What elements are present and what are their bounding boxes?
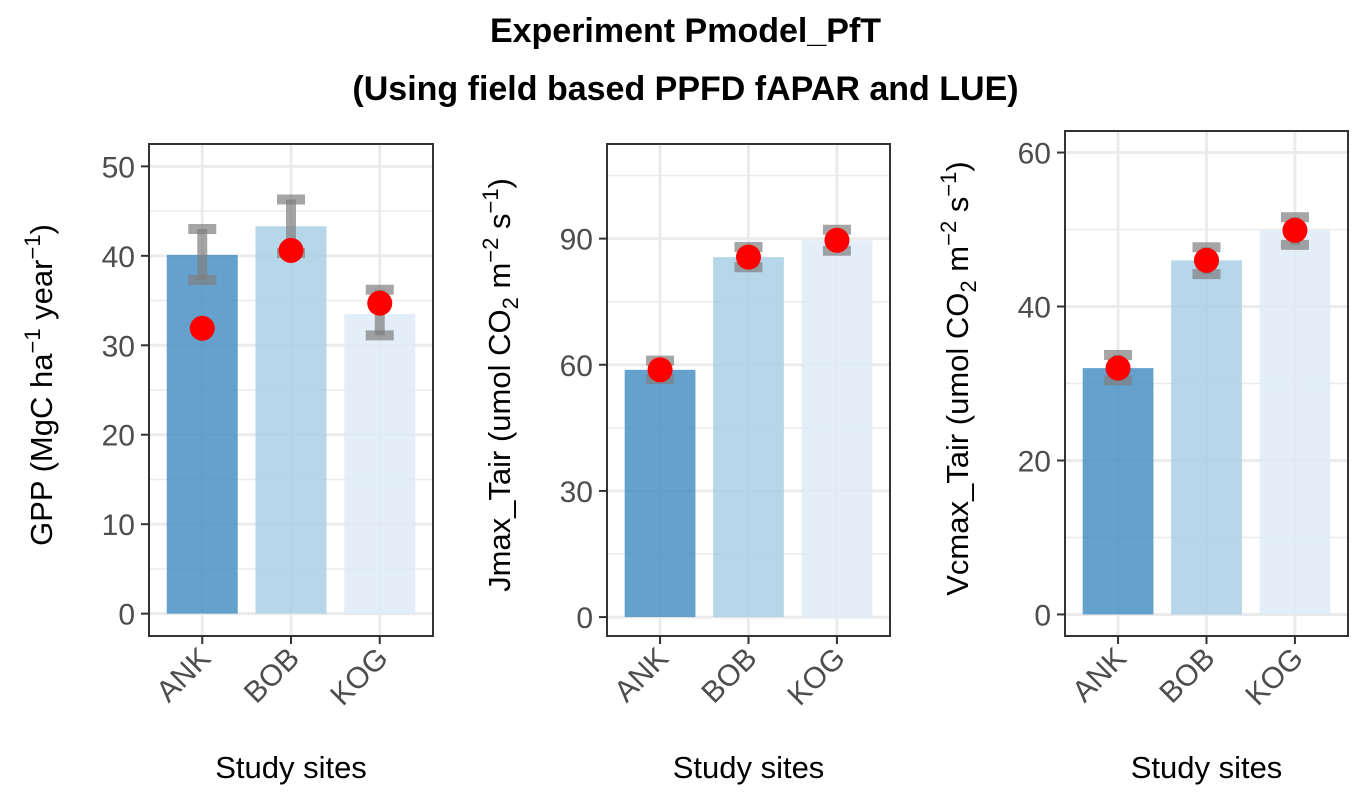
y-tick-label: 30	[102, 330, 135, 363]
y-axis-title-superscript: −2	[478, 238, 503, 263]
y-axis-title-text: s	[940, 197, 975, 221]
x-tick-label-kog: KOG	[1239, 642, 1309, 712]
y-tick-label: 50	[102, 151, 135, 184]
chart-title-line-1: Experiment Pmodel_PfT	[489, 12, 882, 50]
point-ank	[647, 357, 673, 383]
x-tick-label-bob: BOB	[1153, 642, 1221, 710]
y-axis-title-text: year	[24, 260, 59, 329]
bar-ank	[166, 254, 238, 614]
x-tick-label-ank: ANK	[150, 642, 217, 709]
y-axis-title-text: GPP (MgC ha	[24, 353, 59, 546]
y-tick-label: 0	[1034, 599, 1051, 632]
y-axis-title-text: Jmax_Tair (umol CO	[482, 309, 517, 592]
y-axis-title-text: m	[482, 263, 517, 297]
x-tick-label-bob: BOB	[695, 642, 763, 710]
x-axis-title: Study sites	[215, 750, 367, 785]
point-kog	[1282, 217, 1308, 243]
y-tick-label: 20	[102, 420, 135, 453]
bar-kog	[1259, 230, 1331, 615]
y-axis-title-text: s	[482, 214, 517, 238]
y-tick-label: 10	[102, 509, 135, 542]
y-tick-label: 60	[1018, 138, 1051, 171]
y-tick-label: 40	[1018, 292, 1051, 325]
y-axis-title: Vcmax_Tair (umol CO2 m−2 s−1)	[936, 161, 981, 596]
panel-3: 0 20 40 60 ANK BOB KOG Study sites Vcmax_Tair (u…	[936, 130, 1349, 785]
y-axis-title-superscript: −1	[20, 234, 45, 259]
y-axis-title-text: )	[482, 178, 517, 188]
bar-bob	[255, 226, 327, 614]
bar-kog	[801, 240, 873, 618]
y-axis-title: Jmax_Tair (umol CO2 m−2 s−1)	[478, 178, 523, 592]
y-axis-title-text: m	[940, 246, 975, 280]
point-bob	[1194, 247, 1219, 273]
x-tick-label-ank: ANK	[1066, 642, 1133, 709]
y-axis-title-text: Vcmax_Tair (umol CO	[940, 293, 975, 596]
point-ank	[189, 315, 215, 341]
x-axis-title: Study sites	[673, 750, 825, 785]
bar-bob	[713, 257, 784, 618]
point-kog	[367, 290, 393, 316]
point-bob	[736, 244, 761, 270]
x-tick-label-kog: KOG	[781, 642, 851, 712]
x-axis-title: Study sites	[1131, 750, 1283, 785]
y-axis-title-subscript: 2	[956, 280, 981, 292]
point-bob	[278, 237, 304, 263]
bar-ank	[624, 369, 696, 618]
y-axis-title-superscript: −1	[20, 328, 45, 353]
y-tick-label: 90	[560, 224, 593, 257]
point-kog	[824, 227, 850, 253]
x-tick-label-bob: BOB	[238, 642, 306, 710]
y-axis-title-superscript: −1	[478, 188, 503, 213]
x-tick-label-kog: KOG	[324, 642, 394, 712]
x-tick-label-ank: ANK	[608, 642, 675, 709]
chart-title-line-2: (Using field based PPFD fAPAR and LUE)	[352, 70, 1019, 108]
y-tick-label: 30	[560, 476, 593, 509]
panel-1: 0 10 20 30 40 50 ANK BOB KOG Study sites GPP (MgC …	[20, 143, 434, 785]
y-tick-label: 0	[118, 599, 135, 632]
errorbar-ank	[188, 223, 217, 285]
y-tick-label: 40	[102, 241, 135, 274]
y-axis-title-text: )	[24, 224, 59, 234]
y-tick-label: 0	[576, 602, 593, 635]
y-tick-label: 20	[1018, 445, 1051, 478]
bar-ank	[1082, 368, 1154, 615]
panel-2: 0 30 60 90 ANK BOB KOG Study sites Jmax_Tair (um…	[478, 143, 891, 785]
y-axis-title-text: )	[940, 161, 975, 171]
point-ank	[1105, 355, 1131, 381]
bar-kog	[344, 313, 416, 614]
y-axis-title-superscript: −2	[936, 221, 961, 246]
y-tick-label: 60	[560, 350, 593, 383]
y-axis-title-subscript: 2	[498, 297, 523, 309]
y-axis-title: GPP (MgC ha−1 year−1)	[20, 224, 59, 546]
bar-bob	[1171, 260, 1242, 615]
y-axis-title-superscript: −1	[936, 172, 961, 197]
